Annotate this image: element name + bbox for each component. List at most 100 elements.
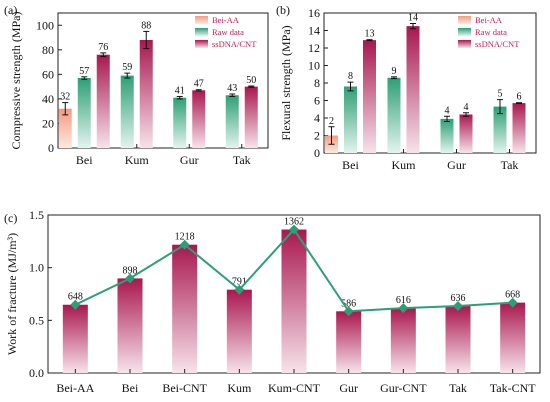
legend-entry: Raw data: [475, 27, 507, 37]
x-tick-label: Tak-CNT: [490, 381, 536, 395]
legend-swatch: [195, 16, 208, 24]
y-tick-label: 10: [308, 59, 320, 73]
y-tick-label: 1.0: [29, 261, 44, 275]
data-label: 32: [60, 92, 70, 103]
bar: [344, 86, 357, 153]
line-point: [343, 306, 354, 317]
data-label: 648: [68, 292, 83, 303]
y-tick-label: 1.5: [29, 208, 44, 222]
data-label: 5: [498, 89, 503, 100]
y-axis-label: Flexural strength (MPa): [279, 25, 293, 140]
legend-entry: Bei-AA: [475, 15, 503, 25]
bar: [500, 302, 526, 373]
y-tick-label: 20: [42, 116, 54, 130]
bar: [58, 108, 72, 148]
data-label: 50: [246, 75, 256, 86]
bar: [225, 95, 239, 148]
bar: [172, 244, 198, 373]
x-tick-label: Bei-AA: [56, 381, 94, 395]
bar: [96, 54, 110, 148]
y-tick-label: 4: [314, 111, 320, 125]
y-tick-label: 8: [314, 76, 320, 90]
y-tick-label: 14: [308, 24, 320, 38]
y-tick-label: 0.5: [29, 313, 44, 327]
y-tick-label: 0: [314, 146, 320, 160]
data-label: 636: [451, 293, 466, 304]
legend-swatch: [458, 16, 471, 24]
x-tick-label: Gur-CNT: [380, 381, 427, 395]
x-tick-label: Gur: [180, 153, 199, 167]
bar: [281, 229, 307, 373]
bar: [139, 40, 153, 148]
plot-frame: [57, 12, 269, 149]
y-tick-label: 80: [42, 43, 54, 57]
legend-entry: Bei-AA: [212, 15, 240, 25]
x-tick-label: Kum: [125, 153, 150, 167]
data-label: 13: [365, 29, 375, 40]
line-point: [398, 303, 409, 314]
legend-entry: ssDNA/CNT: [475, 39, 520, 49]
bar: [244, 86, 258, 148]
x-tick-label: Bei: [76, 153, 93, 167]
y-tick-label: 0: [48, 141, 54, 155]
bar: [336, 311, 362, 373]
data-label: 898: [123, 265, 138, 276]
line-point: [234, 284, 245, 295]
bar: [363, 40, 376, 153]
line-point: [289, 224, 299, 235]
data-label: 1362: [284, 217, 304, 228]
panel-label: (a): [4, 3, 17, 17]
bar: [192, 90, 206, 148]
y-tick-label: 100: [36, 18, 54, 32]
bar: [62, 304, 88, 373]
bar: [226, 289, 252, 373]
data-label: 791: [232, 277, 247, 288]
data-label: 43: [227, 83, 237, 94]
data-label: 88: [141, 20, 151, 31]
x-tick-label: Kum: [227, 381, 252, 395]
data-label: 4: [445, 105, 450, 116]
legend-swatch: [458, 40, 471, 48]
legend-entry: ssDNA/CNT: [212, 39, 257, 49]
x-tick-label: Bei: [122, 381, 139, 395]
y-axis-label: Work of fracture (MJ/m³): [5, 233, 19, 355]
bar: [512, 103, 526, 153]
panel-label: (c): [4, 211, 17, 225]
data-label: 47: [194, 79, 204, 90]
x-tick-label: Tak: [501, 158, 519, 172]
y-tick-label: 60: [42, 67, 54, 81]
bar: [120, 75, 134, 148]
data-label: 2: [329, 116, 334, 127]
bar: [173, 97, 187, 148]
data-label: 6: [517, 92, 522, 103]
x-tick-label: Tak: [233, 153, 251, 167]
x-tick-label: Bei: [342, 158, 359, 172]
y-tick-label: 2: [314, 129, 320, 143]
data-label: 41: [175, 85, 185, 96]
data-label: 1218: [175, 232, 195, 243]
legend-swatch: [458, 28, 471, 36]
bar: [390, 308, 416, 373]
x-tick-label: Gur: [447, 158, 466, 172]
data-label: 57: [79, 66, 89, 77]
legend-swatch: [195, 40, 208, 48]
y-tick-label: 16: [308, 6, 320, 20]
data-label: 616: [396, 295, 411, 306]
legend-entry: Raw data: [212, 27, 244, 37]
bar: [406, 26, 420, 153]
data-label: 14: [408, 13, 418, 24]
legend-swatch: [195, 28, 208, 36]
y-tick-label: 12: [308, 41, 320, 55]
data-label: 59: [122, 62, 132, 73]
bar: [117, 278, 143, 373]
x-tick-label: Kum-CNT: [268, 381, 321, 395]
y-tick-label: 6: [314, 94, 320, 108]
data-label: 9: [392, 66, 397, 77]
data-label: 668: [505, 290, 520, 301]
bar: [440, 118, 454, 153]
data-label: 4: [464, 102, 469, 113]
data-label: 586: [341, 298, 356, 309]
y-tick-label: 40: [42, 92, 54, 106]
y-axis-label: Compressive strength (MPa): [9, 12, 23, 150]
